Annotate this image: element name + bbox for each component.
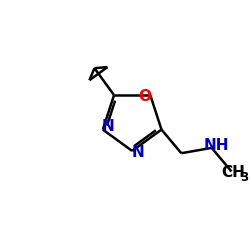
Text: O: O bbox=[138, 89, 151, 104]
Text: NH: NH bbox=[204, 138, 229, 154]
Text: N: N bbox=[102, 119, 115, 134]
Text: CH: CH bbox=[222, 165, 246, 180]
Text: N: N bbox=[132, 145, 145, 160]
Text: 3: 3 bbox=[240, 171, 248, 184]
